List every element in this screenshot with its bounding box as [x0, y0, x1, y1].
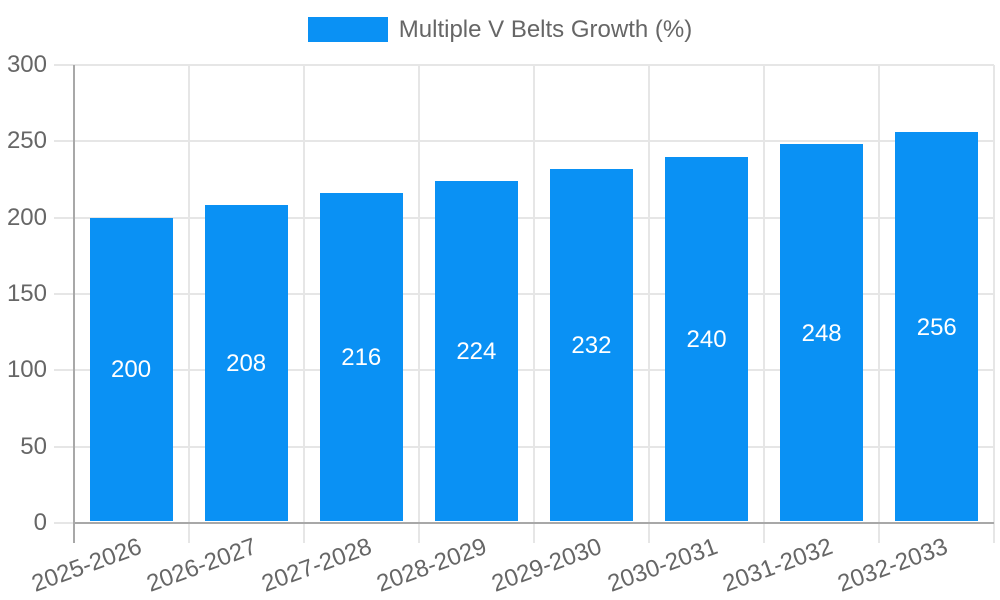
bar-value-label: 200	[111, 356, 152, 384]
bar-value-label: 224	[456, 338, 497, 365]
y-axis-label: 150	[6, 280, 47, 307]
x-gridline	[648, 65, 650, 523]
bar-value-label: 248	[801, 319, 842, 347]
bar[interactable]	[665, 156, 749, 521]
y-gridline	[53, 64, 995, 66]
x-axis-tick	[648, 523, 650, 543]
y-axis-line	[72, 65, 75, 543]
x-axis-tick	[763, 523, 766, 543]
x-gridline	[878, 65, 881, 523]
y-gridline	[53, 369, 995, 372]
y-gridline	[53, 216, 995, 219]
x-axis-tick	[302, 523, 305, 543]
y-axis-label: 250	[6, 127, 47, 155]
bar-value-label: 216	[341, 344, 382, 372]
x-gridline	[993, 65, 996, 523]
y-gridline	[53, 293, 995, 295]
bar-value-label: 240	[686, 325, 727, 353]
legend-label: Multiple V Belts Growth (%)	[398, 16, 693, 43]
bar-value-label: 256	[916, 313, 957, 341]
bar[interactable]	[780, 144, 864, 521]
y-gridline	[53, 445, 995, 448]
y-gridline	[53, 140, 995, 143]
bar[interactable]	[434, 181, 518, 521]
bar[interactable]	[204, 205, 288, 521]
y-axis-label: 50	[20, 432, 47, 460]
y-axis-label: 100	[6, 356, 47, 384]
y-axis-label: 200	[6, 203, 47, 231]
x-gridline	[763, 65, 766, 523]
bar[interactable]	[319, 193, 403, 521]
x-gridline	[417, 65, 420, 523]
x-gridline	[302, 65, 305, 523]
x-axis-tick	[993, 523, 996, 543]
x-axis-tick	[417, 523, 420, 543]
bar[interactable]	[89, 217, 173, 521]
x-gridline	[532, 65, 535, 523]
bar[interactable]	[549, 168, 633, 521]
y-axis-tick	[53, 522, 74, 524]
legend[interactable]: Multiple V Belts Growth (%)	[0, 17, 1000, 42]
x-axis-line	[72, 522, 995, 524]
bar-value-label: 208	[226, 350, 267, 378]
bar[interactable]	[895, 132, 979, 521]
x-axis-tick	[878, 523, 881, 543]
x-axis-tick	[187, 523, 190, 543]
y-axis-label: 300	[6, 51, 47, 78]
x-gridline	[187, 65, 190, 523]
bar-value-label: 232	[571, 331, 612, 359]
y-axis-label: 0	[33, 509, 47, 536]
x-axis-tick	[532, 523, 535, 543]
legend-swatch	[307, 17, 388, 42]
